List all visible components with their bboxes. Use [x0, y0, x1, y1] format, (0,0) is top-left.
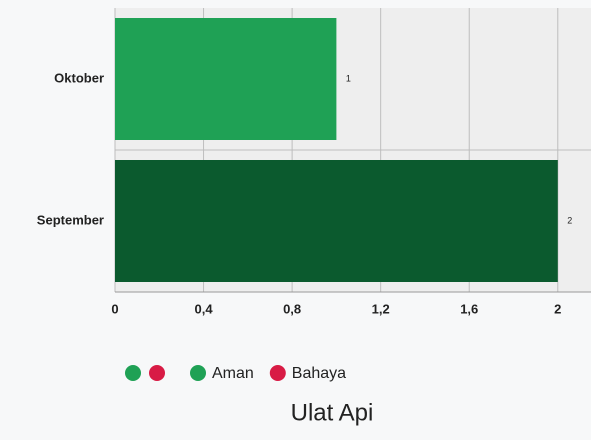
legend-swatch — [190, 365, 206, 381]
x-tick-label: 1,2 — [372, 301, 390, 316]
bar — [115, 18, 337, 140]
legend-label: Bahaya — [292, 365, 346, 382]
legend-swatch — [269, 365, 286, 381]
legend-icon — [125, 365, 141, 381]
x-tick-label: 1,6 — [460, 301, 478, 316]
x-tick-label: 2 — [554, 301, 561, 316]
x-tick-label: 0 — [111, 301, 118, 316]
legend-icon — [149, 365, 165, 381]
bar — [115, 160, 558, 282]
chart-title: Ulat Api — [291, 399, 374, 426]
x-tick-label: 0,4 — [195, 301, 214, 316]
data-label: 1 — [346, 73, 351, 83]
y-tick-label: September — [37, 212, 104, 227]
data-label: 2 — [567, 215, 572, 225]
x-tick-label: 0,8 — [283, 301, 301, 316]
legend-label: Aman — [212, 365, 254, 382]
y-tick-label: Oktober — [54, 70, 104, 85]
